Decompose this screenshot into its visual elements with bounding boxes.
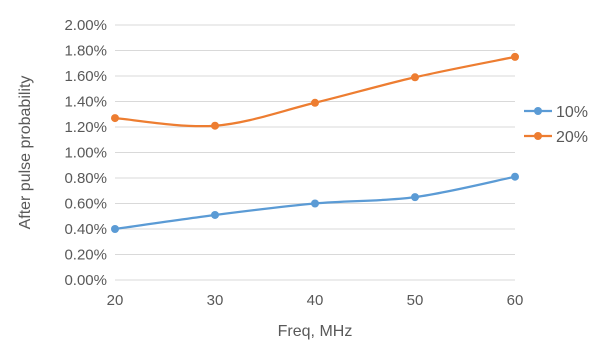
legend-label: 20%: [556, 129, 588, 146]
data-point: [411, 193, 419, 202]
data-point: [511, 52, 519, 61]
x-axis-title: Freq, MHz: [278, 323, 353, 340]
x-tick-label: 60: [507, 292, 524, 309]
data-point: [311, 98, 319, 107]
y-tick-label: 0.60%: [64, 196, 107, 213]
data-point: [411, 73, 419, 82]
x-tick-label: 30: [207, 292, 224, 309]
legend: 10%20%: [524, 104, 588, 146]
x-tick-label: 40: [307, 292, 324, 309]
y-axis: 0.00% 0.20% 0.40% 0.60% 0.80% 1.00% 1.20% 1.40%…: [64, 17, 107, 289]
x-tick-label: 50: [407, 292, 424, 309]
y-tick-label: 0.00%: [64, 272, 107, 289]
data-point: [211, 210, 219, 219]
y-tick-label: 2.00%: [64, 17, 107, 34]
y-tick-label: 0.40%: [64, 221, 107, 238]
series-group: [111, 52, 519, 233]
data-point: [211, 121, 219, 130]
y-tick-label: 0.80%: [64, 170, 107, 187]
y-tick-label: 0.20%: [64, 247, 107, 264]
legend-marker: [534, 107, 542, 115]
y-tick-label: 1.20%: [64, 119, 107, 136]
x-axis: 20 30 40 50 60: [107, 292, 524, 309]
y-axis-title: After pulse probability: [17, 76, 34, 230]
data-point: [311, 199, 319, 208]
gridlines: [115, 24, 515, 281]
y-tick-label: 1.40%: [64, 94, 107, 111]
x-tick-label: 20: [107, 292, 124, 309]
y-tick-label: 1.60%: [64, 68, 107, 85]
data-point: [111, 225, 119, 233]
y-tick-label: 1.00%: [64, 145, 107, 162]
data-point: [511, 172, 519, 181]
series-line-1: [114, 55, 516, 128]
legend-label: 10%: [556, 104, 588, 121]
y-tick-label: 1.80%: [64, 43, 107, 60]
legend-marker: [534, 132, 542, 140]
data-point: [111, 114, 119, 123]
